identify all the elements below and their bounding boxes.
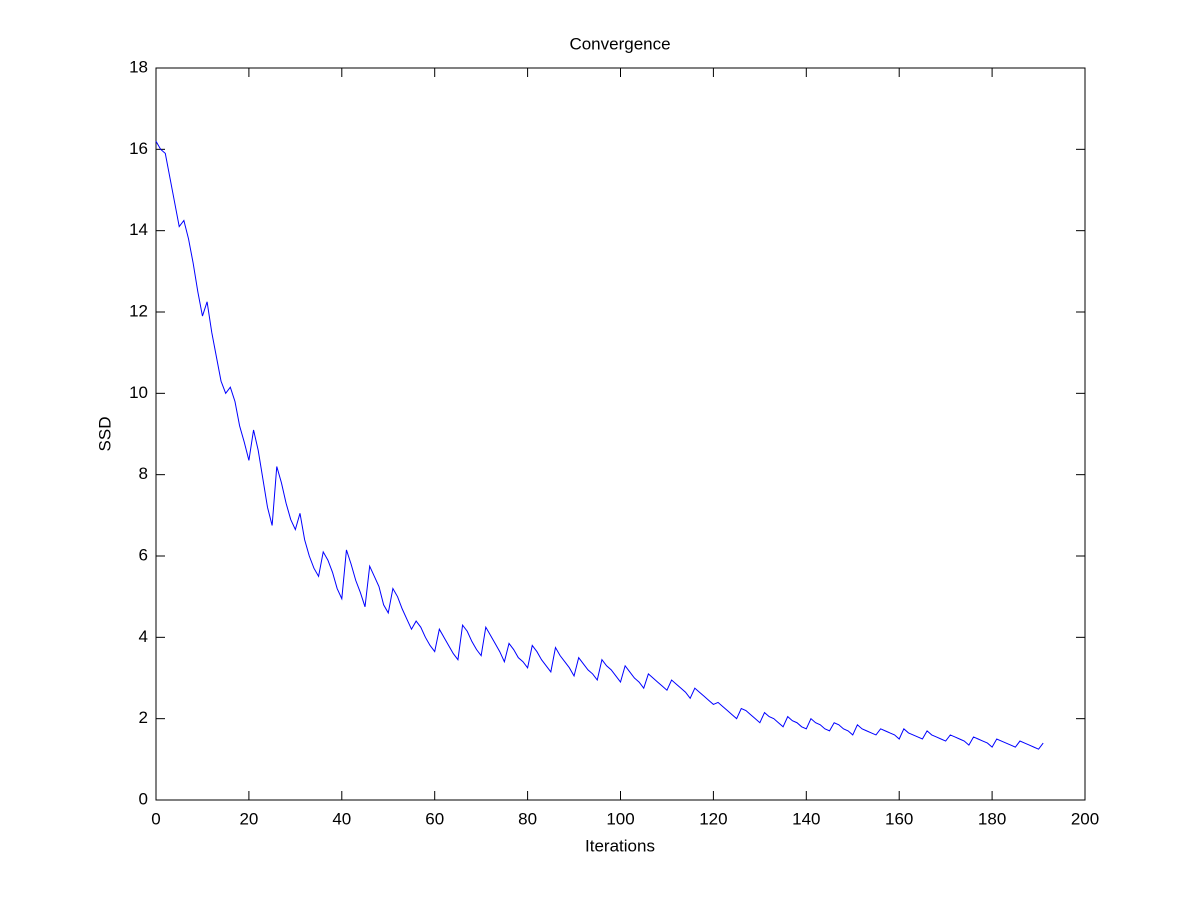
y-tick-label: 16 bbox=[129, 139, 148, 158]
plot-area bbox=[155, 67, 1086, 801]
data-line bbox=[155, 140, 1044, 750]
x-tick-label: 80 bbox=[518, 809, 537, 828]
y-tick-label: 10 bbox=[129, 383, 148, 402]
y-axis-label: SSD bbox=[95, 417, 114, 452]
x-tick-label: 180 bbox=[978, 809, 1006, 828]
y-tick-label: 6 bbox=[139, 545, 148, 564]
y-tick-label: 8 bbox=[139, 464, 148, 483]
x-tick-label: 40 bbox=[332, 809, 351, 828]
y-tick-label: 2 bbox=[139, 708, 148, 727]
x-axis-label: Iterations bbox=[585, 836, 655, 855]
x-tick-label: 200 bbox=[1071, 809, 1099, 828]
y-tick-label: 12 bbox=[129, 301, 148, 320]
x-tick-label: 20 bbox=[239, 809, 258, 828]
y-tick-label: 18 bbox=[129, 57, 148, 76]
x-tick-label: 120 bbox=[699, 809, 727, 828]
chart-title: Convergence bbox=[569, 34, 670, 53]
y-tick-label: 0 bbox=[139, 789, 148, 808]
x-tick-label: 100 bbox=[606, 809, 634, 828]
y-tick-label: 14 bbox=[129, 220, 148, 239]
y-tick-label: 4 bbox=[139, 627, 148, 646]
x-tick-label: 0 bbox=[151, 809, 160, 828]
x-tick-label: 140 bbox=[792, 809, 820, 828]
x-tick-label: 60 bbox=[425, 809, 444, 828]
x-tick-label: 160 bbox=[885, 809, 913, 828]
